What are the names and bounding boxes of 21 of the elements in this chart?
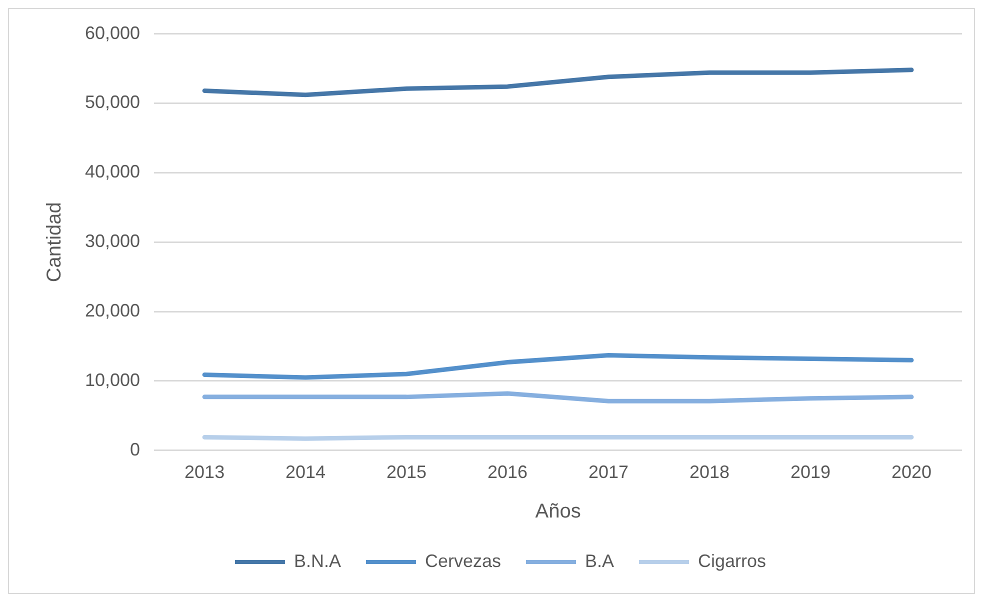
y-tick-label: 20,000 [84,300,140,320]
legend-label: B.N.A [294,550,341,571]
x-tick-label: 2017 [588,462,629,482]
x-tick-label: 2016 [488,462,528,482]
x-tick-label: 2018 [689,462,730,482]
y-tick-label: 40,000 [84,162,140,182]
y-tick-label: 30,000 [84,231,140,252]
x-tick-label: 2020 [891,462,932,482]
y-tick-label: 10,000 [84,370,140,390]
y-tick-label: 60,000 [84,22,140,43]
y-tick-label: 0 [130,439,140,460]
x-tick-label: 2013 [184,462,225,482]
y-axis-title: Cantidad [44,202,66,282]
x-axis-title: Años [535,500,581,523]
legend-label: B.A [585,550,614,571]
x-tick-label: 2019 [790,462,831,482]
y-tick-label: 50,000 [84,92,140,112]
x-tick-label: 2015 [386,462,427,482]
legend-label: Cigarros [698,550,766,571]
legend-label: Cervezas [424,550,502,571]
x-tick-label: 2014 [286,462,326,482]
